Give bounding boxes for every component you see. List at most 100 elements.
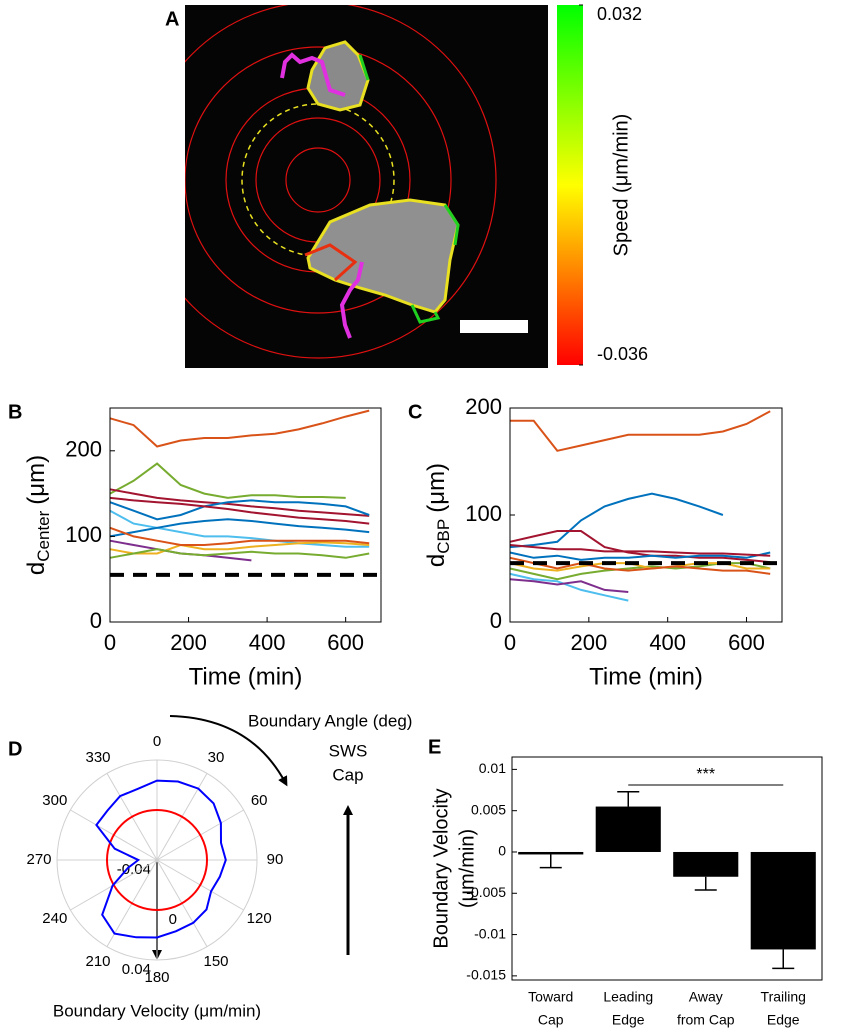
theta-tick-label: 210 (85, 953, 110, 970)
error-bar (772, 949, 795, 970)
x-tick-label: Cap (538, 1012, 564, 1028)
reference-circle (106, 809, 208, 911)
axes-frame (509, 407, 783, 623)
series-line (509, 544, 771, 557)
series-line (109, 518, 370, 538)
theta-tick-label: 150 (203, 953, 228, 970)
x-tick-label: 0 (504, 630, 516, 655)
x-tick-label: 600 (327, 630, 364, 655)
error-bar (539, 854, 562, 869)
y-tick-label: -0.015 (466, 967, 506, 983)
x-tick-label: 200 (170, 630, 207, 655)
series-line (109, 541, 370, 555)
significance-label: *** (696, 766, 715, 783)
theta-tick-label: 60 (251, 792, 268, 809)
y-tick-label: 0.005 (471, 801, 506, 817)
x-tick-label: from Cap (677, 1012, 735, 1028)
colorbar (557, 5, 583, 365)
series-line (109, 488, 370, 517)
series-line (509, 572, 629, 602)
theta-tick-label: 30 (208, 749, 225, 766)
micrograph (185, 5, 548, 368)
colorbar-tick-label: -0.036 (597, 344, 648, 364)
panel-label: D (8, 738, 22, 760)
theta-tick-label: 270 (26, 851, 51, 868)
series-line (509, 530, 771, 564)
series-line (109, 509, 370, 548)
panel-label: A (165, 8, 179, 30)
series-line (509, 551, 771, 561)
r-tick-label: -0.04 (117, 861, 151, 878)
theta-tick-label: 300 (42, 792, 67, 809)
colorbar-tick-label: 0.032 (597, 4, 642, 24)
theta-tick-label: 120 (247, 910, 272, 927)
x-tick-label: 200 (570, 630, 607, 655)
theta-tick-label: 90 (267, 851, 284, 868)
error-bar (617, 790, 640, 807)
x-tick-label: 0 (104, 630, 116, 655)
theta-tick-label: 180 (144, 969, 169, 986)
y-axis-label-main: d (23, 562, 50, 575)
panel-label: B (8, 401, 22, 423)
y-tick-label: 0.01 (479, 760, 506, 776)
bar (673, 851, 739, 877)
y-tick-label: 200 (465, 394, 502, 419)
y-tick-label: -0.01 (474, 925, 506, 941)
y-axis-label-unit: (μm) (423, 463, 450, 513)
series-line (109, 499, 370, 521)
radius-axis-label: Boundary Velocity (μm/min) (53, 1001, 261, 1020)
polar-curve (95, 779, 227, 939)
panel-label: E (428, 736, 441, 758)
x-tick-label: 600 (728, 630, 765, 655)
y-axis-label-sub: Center (34, 510, 53, 561)
y-axis-label-main: d (423, 554, 450, 567)
y-tick-label: 0 (490, 608, 502, 633)
y-axis-label: (μm/min) (456, 829, 478, 908)
y-tick-label: 100 (65, 522, 102, 547)
y-axis-label: dCBP (μm) (423, 463, 453, 567)
annotation: SWS (329, 741, 368, 760)
colorbar-label: Speed (μm/min) (610, 114, 632, 257)
angle-axis-label: Boundary Angle (deg) (248, 711, 412, 730)
series-line (109, 548, 370, 559)
axes-frame (511, 756, 823, 981)
x-tick-label: 400 (249, 630, 286, 655)
x-tick-label: Trailing (761, 989, 806, 1005)
series-line (109, 526, 370, 546)
y-axis-label: dCenter (μm) (23, 455, 53, 575)
error-bar (694, 876, 717, 891)
series-line (109, 462, 346, 499)
y-axis-label: Boundary Velocity (430, 788, 452, 948)
bar (518, 851, 584, 855)
axes-frame (109, 407, 382, 623)
r-tick-label: 0 (169, 911, 177, 928)
theta-tick-label: 240 (42, 910, 67, 927)
series-line (109, 496, 370, 525)
series-line (510, 410, 771, 452)
x-tick-label: Edge (612, 1012, 645, 1028)
bar (595, 806, 661, 852)
y-axis-label-sub: CBP (434, 519, 453, 554)
series-line (509, 492, 724, 549)
y-tick-label: -0.005 (466, 884, 506, 900)
panel-label: C (408, 401, 422, 423)
x-tick-label: Leading (603, 989, 653, 1005)
y-tick-label: 0 (90, 608, 102, 633)
r-tick-label: 0.04 (122, 961, 151, 978)
y-tick-label: 200 (65, 437, 102, 462)
series-line (509, 556, 771, 575)
x-tick-label: Away (689, 989, 723, 1005)
x-tick-label: 400 (649, 630, 686, 655)
x-axis-label: Time (min) (589, 663, 703, 690)
theta-tick-label: 0 (153, 733, 161, 750)
y-axis-label-unit: (μm) (23, 455, 50, 505)
x-tick-label: Edge (767, 1012, 800, 1028)
series-line (509, 578, 629, 593)
series-line (109, 409, 370, 448)
annotation: Cap (332, 765, 363, 784)
x-tick-label: Toward (528, 989, 573, 1005)
y-tick-label: 100 (465, 501, 502, 526)
x-axis-label: Time (min) (189, 663, 303, 690)
